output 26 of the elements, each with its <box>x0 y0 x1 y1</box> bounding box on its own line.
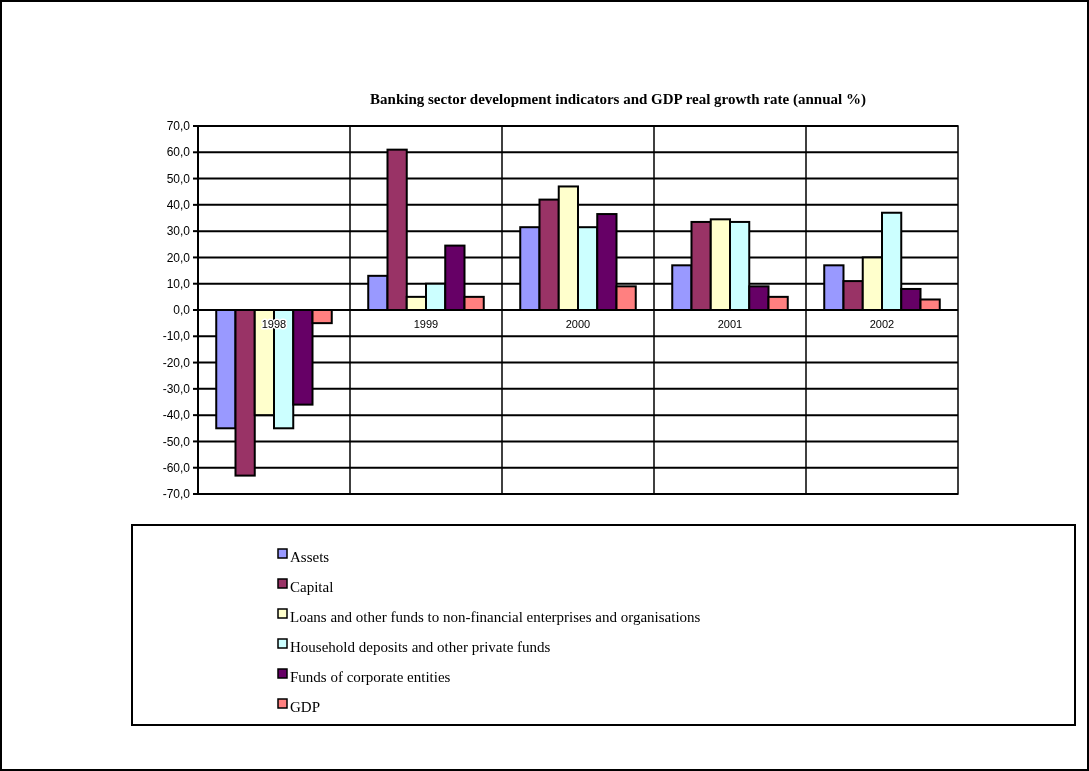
y-tick-label: -10,0 <box>162 329 191 344</box>
y-tick-label: -50,0 <box>162 434 191 449</box>
y-tick-label: -40,0 <box>162 408 191 423</box>
x-tick-label: 2000 <box>565 318 591 330</box>
legend-label: Capital <box>290 579 334 595</box>
x-tick-label: 2001 <box>717 318 743 330</box>
y-tick-label: 70,0 <box>166 119 191 134</box>
y-tick-label: 10,0 <box>166 276 191 291</box>
y-tick-label: -70,0 <box>162 487 191 502</box>
y-tick-label: 50,0 <box>166 171 191 186</box>
legend-label: Funds of corporate entities <box>290 669 451 685</box>
legend-label: Loans and other funds to non-financial enterprises and organisations <box>290 609 701 625</box>
legend-label: GDP <box>290 699 321 715</box>
chart-title: Banking sector development indicators and GDP real growth rate (annual %) <box>370 91 866 108</box>
legend-label: Assets <box>290 549 330 565</box>
y-tick-label: 40,0 <box>166 198 191 213</box>
x-tick-label: 1999 <box>413 318 439 330</box>
y-tick-label: -20,0 <box>162 355 191 370</box>
y-tick-label: 20,0 <box>166 250 191 265</box>
x-tick-label: 2002 <box>869 318 895 330</box>
y-tick-label: 0,0 <box>173 303 191 318</box>
y-tick-label: 30,0 <box>166 224 191 239</box>
y-tick-label: -30,0 <box>162 382 191 397</box>
y-tick-label: -60,0 <box>162 460 191 475</box>
y-tick-label: 60,0 <box>166 145 191 160</box>
legend-label: Household deposits and other private funds <box>290 639 551 655</box>
